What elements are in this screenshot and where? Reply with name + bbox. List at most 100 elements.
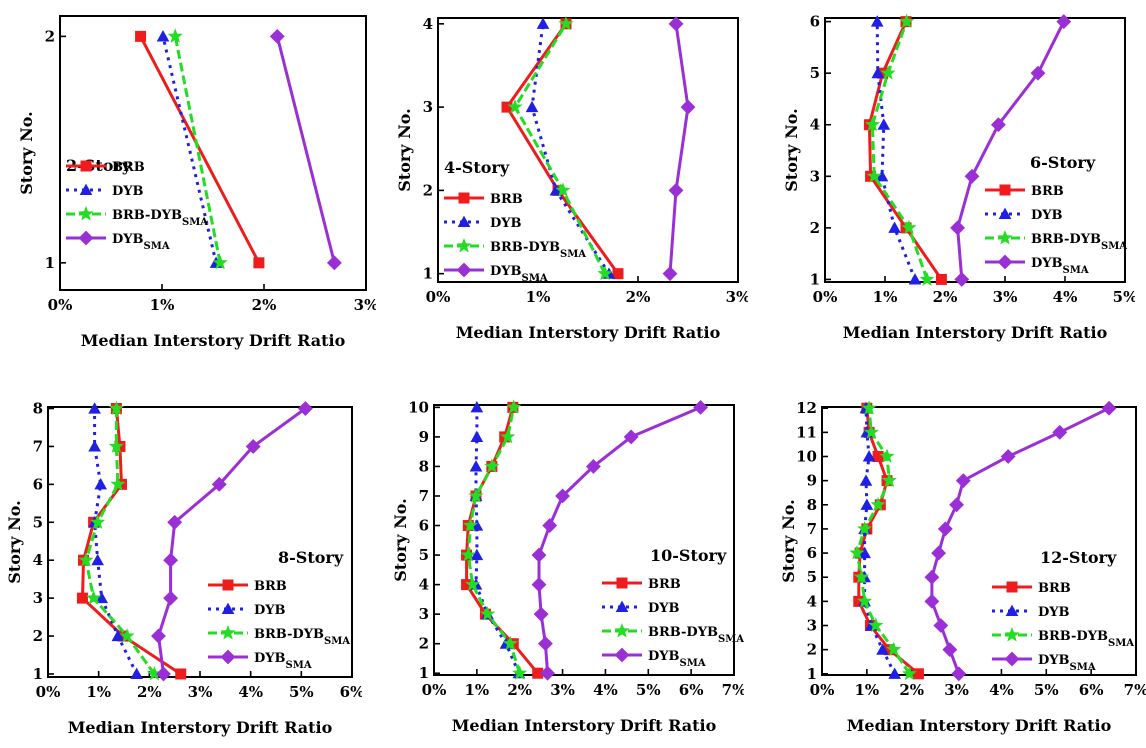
data-point (512, 665, 528, 680)
data-point (908, 273, 922, 285)
data-point (954, 271, 970, 287)
data-point (536, 17, 550, 29)
legend-label: DYB (490, 216, 522, 231)
data-point (464, 576, 481, 592)
y-tick-label: 6 (419, 517, 429, 535)
series-line (275, 36, 336, 264)
y-tick-label: 3 (807, 617, 817, 635)
y-tick-label: 8 (33, 401, 43, 418)
data-point (88, 440, 101, 452)
series-brb-dyb-sma (78, 400, 162, 681)
data-point (163, 590, 179, 606)
series-line (173, 36, 222, 264)
series-line (863, 408, 897, 675)
legend-label: DYB (1031, 208, 1063, 223)
x-tick-label: 1% (873, 288, 898, 306)
x-tick-label: 0% (426, 288, 451, 306)
data-point (532, 667, 544, 679)
data-point (525, 100, 539, 113)
y-tick-label: 3 (423, 98, 433, 116)
data-point (542, 518, 558, 533)
x-tick-label: 7% (1124, 681, 1146, 699)
data-point (502, 635, 518, 651)
plot-frame (821, 406, 1137, 676)
data-point (1056, 14, 1072, 30)
data-point (693, 399, 708, 415)
data-point (108, 438, 124, 453)
x-tick-label: 1% (855, 681, 880, 699)
data-point (146, 665, 162, 681)
data-point (111, 629, 125, 642)
y-axis-title: Story No. (8, 500, 24, 584)
data-point (555, 488, 570, 504)
x-axis-title: Median Interstory Drift Ratio (68, 718, 333, 737)
series-dyb (469, 401, 526, 679)
data-point (151, 628, 166, 644)
y-tick-label: 4 (419, 576, 429, 594)
x-tick-label: 4% (238, 683, 263, 701)
y-tick-label: 4 (810, 116, 820, 134)
legend-label: BRB-DYBSMA (1038, 629, 1134, 649)
data-point (484, 458, 500, 473)
legend-marker (79, 183, 93, 196)
data-point (95, 591, 109, 604)
x-tick-label: 0% (48, 296, 73, 314)
x-tick-label: 2% (137, 683, 162, 701)
data-point (470, 401, 484, 413)
chart-svg-1: 0% 1% 2% 3% 1 2 Median Interstory Drift Ratio S… (17, 15, 378, 350)
x-tick-label: 1% (526, 288, 551, 306)
data-point (886, 641, 902, 657)
data-point (167, 514, 183, 530)
x-tick-label: 0% (810, 681, 835, 699)
data-point (924, 593, 940, 609)
data-point (90, 514, 106, 529)
series-line (513, 23, 607, 275)
legend-label: BRB-DYBSMA (254, 627, 350, 647)
data-point (955, 473, 971, 489)
data-point (110, 476, 126, 491)
plot-frame (437, 17, 739, 283)
legend-label: DYB (254, 603, 286, 618)
series-dyb (870, 15, 922, 285)
data-point (507, 99, 523, 114)
data-point (949, 497, 964, 513)
chart-panel-4: 0% 1% 2% 3% 4% 5% 6% 1 2 3 4 5 6 7 8 Median Interstory … (5, 400, 364, 743)
y-tick-label: 3 (419, 605, 429, 623)
data-point (156, 666, 171, 682)
data-point (942, 642, 958, 658)
chart-panel-2: 0% 1% 2% 3% 1 2 3 4 Median Interstory Drift Rati… (395, 12, 750, 348)
y-tick-label: 6 (807, 544, 817, 562)
data-point (156, 30, 170, 42)
data-point (91, 553, 104, 566)
x-tick-label: 0% (813, 288, 838, 306)
data-point (933, 618, 949, 633)
x-tick-label: 5% (1113, 288, 1135, 306)
x-axis-title: Median Interstory Drift Ratio (843, 323, 1108, 342)
data-point (866, 168, 882, 183)
x-tick-label: 2% (507, 681, 532, 699)
plot-frame (824, 17, 1126, 283)
series-line (466, 407, 522, 674)
data-point (586, 459, 601, 474)
legend-marker (998, 207, 1012, 220)
y-tick-label: 3 (810, 167, 820, 185)
data-point (501, 101, 513, 113)
x-tick-label: 3% (354, 296, 376, 314)
series-brb (853, 402, 924, 680)
panel-title: 10-Story (650, 546, 727, 565)
data-point (924, 569, 940, 585)
x-tick-label: 4% (593, 681, 618, 699)
data-point (167, 28, 183, 43)
legend-label: BRB-DYBSMA (112, 208, 208, 228)
data-point (877, 118, 891, 130)
y-tick-label: 6 (33, 475, 43, 493)
y-axis-title: Story No. (20, 111, 36, 195)
x-tick-label: 1% (150, 296, 175, 314)
x-tick-label: 2% (252, 296, 277, 314)
y-tick-label: 2 (423, 181, 433, 199)
series-line (161, 36, 218, 264)
y-axis-title: Story No. (398, 108, 414, 192)
y-tick-label: 5 (33, 513, 43, 531)
data-point (269, 28, 285, 44)
